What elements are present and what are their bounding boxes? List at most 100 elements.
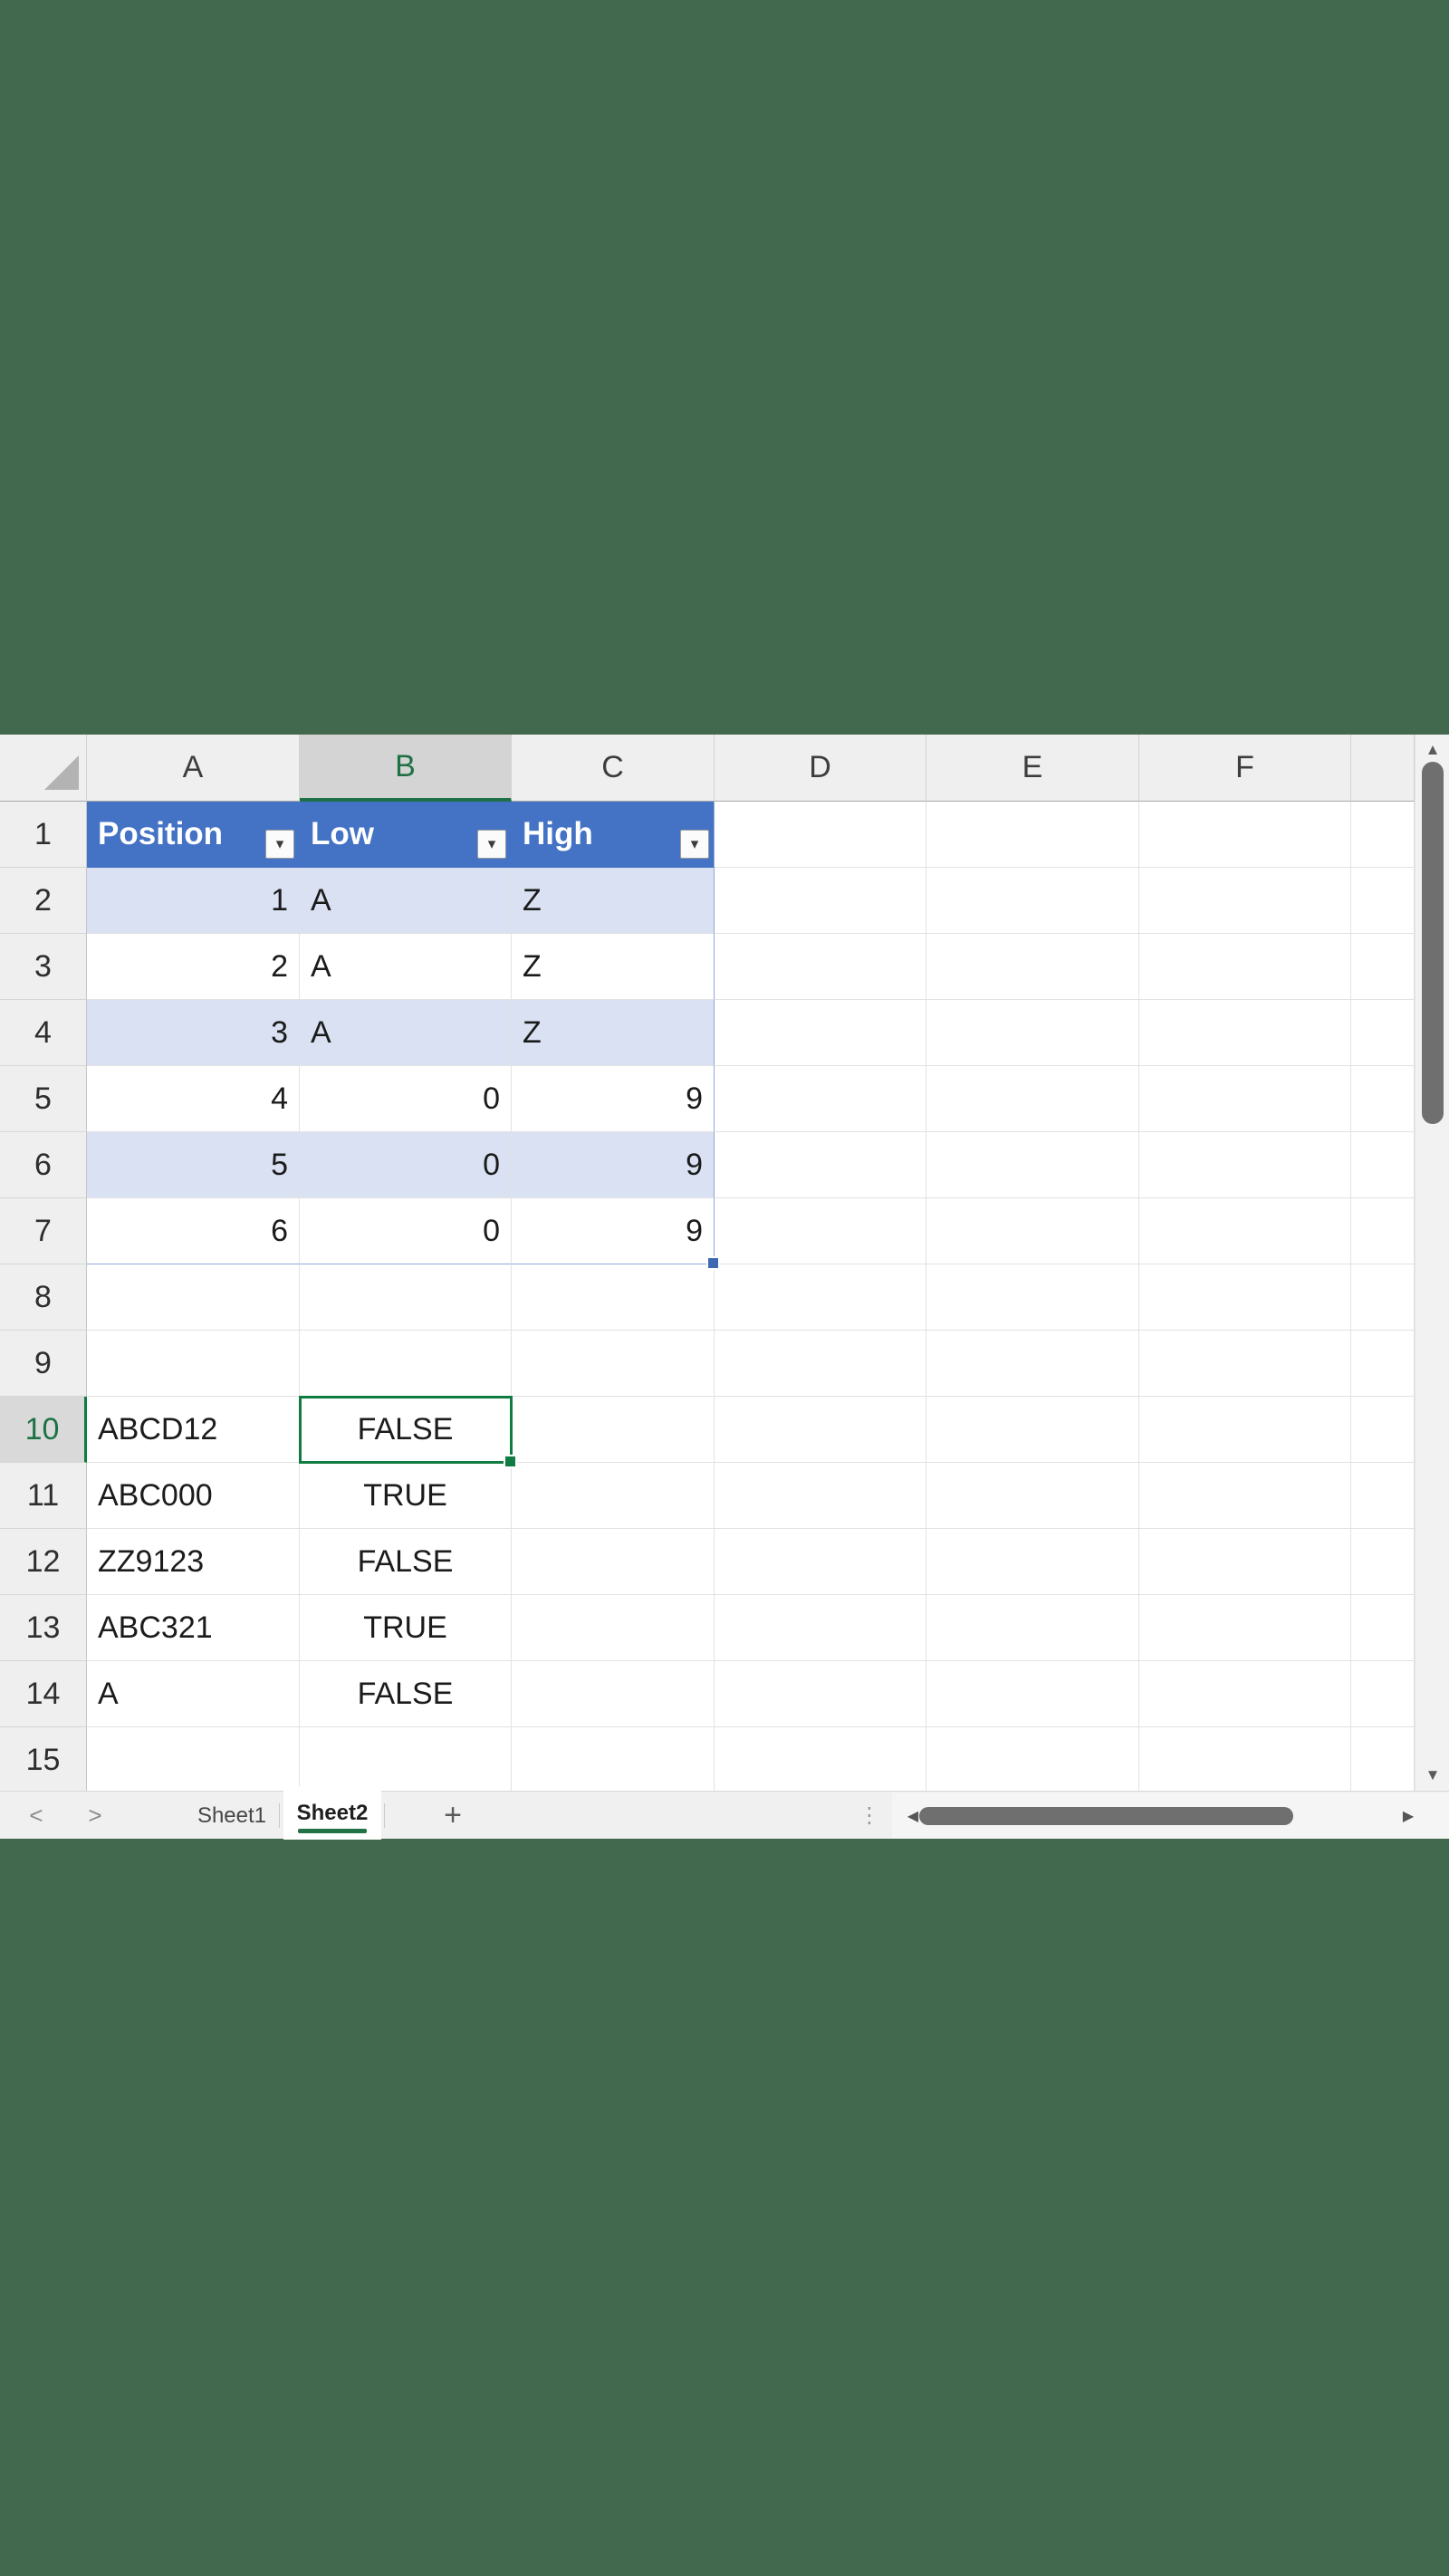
cell-e11[interactable] bbox=[926, 1463, 1139, 1529]
cell-e15[interactable] bbox=[926, 1727, 1139, 1791]
cell-d11[interactable] bbox=[715, 1463, 926, 1529]
cell-d5[interactable] bbox=[715, 1066, 926, 1132]
cell-e1[interactable] bbox=[926, 802, 1139, 868]
cell-f14[interactable] bbox=[1139, 1661, 1351, 1727]
cell-g3[interactable] bbox=[1351, 934, 1415, 1000]
cell-a5[interactable]: 4 bbox=[87, 1066, 300, 1132]
cell-g6[interactable] bbox=[1351, 1132, 1415, 1198]
scroll-right-icon[interactable]: ▶ bbox=[1402, 1809, 1415, 1824]
cell-e4[interactable] bbox=[926, 1000, 1139, 1066]
cell-f10[interactable] bbox=[1139, 1397, 1351, 1463]
cell-e5[interactable] bbox=[926, 1066, 1139, 1132]
cell-d13[interactable] bbox=[715, 1595, 926, 1661]
row-header-13[interactable]: 13 bbox=[0, 1595, 87, 1661]
cell-g15[interactable] bbox=[1351, 1727, 1415, 1791]
row-header-14[interactable]: 14 bbox=[0, 1661, 87, 1727]
cell-g5[interactable] bbox=[1351, 1066, 1415, 1132]
column-header-e[interactable]: E bbox=[926, 735, 1139, 802]
cell-f5[interactable] bbox=[1139, 1066, 1351, 1132]
cell-c3[interactable]: Z bbox=[512, 934, 715, 1000]
cell-b5[interactable]: 0 bbox=[300, 1066, 512, 1132]
cell-a9[interactable] bbox=[87, 1331, 300, 1397]
cell-g8[interactable] bbox=[1351, 1264, 1415, 1331]
row-header-10[interactable]: 10 bbox=[0, 1397, 87, 1463]
cell-c11[interactable] bbox=[512, 1463, 715, 1529]
cell-c9[interactable] bbox=[512, 1331, 715, 1397]
cell-e3[interactable] bbox=[926, 934, 1139, 1000]
cell-f9[interactable] bbox=[1139, 1331, 1351, 1397]
filter-button-position[interactable]: ▾ bbox=[265, 830, 294, 859]
cell-d6[interactable] bbox=[715, 1132, 926, 1198]
column-header-f[interactable]: F bbox=[1139, 735, 1351, 802]
cell-a7[interactable]: 6 bbox=[87, 1198, 300, 1264]
cell-c4[interactable]: Z bbox=[512, 1000, 715, 1066]
cell-d9[interactable] bbox=[715, 1331, 926, 1397]
cell-a6[interactable]: 5 bbox=[87, 1132, 300, 1198]
row-header-3[interactable]: 3 bbox=[0, 934, 87, 1000]
cell-c10[interactable] bbox=[512, 1397, 715, 1463]
row-header-6[interactable]: 6 bbox=[0, 1132, 87, 1198]
cell-b11[interactable]: TRUE bbox=[300, 1463, 512, 1529]
cell-g4[interactable] bbox=[1351, 1000, 1415, 1066]
column-header-b[interactable]: B bbox=[300, 735, 512, 802]
cell-d4[interactable] bbox=[715, 1000, 926, 1066]
cell-c8[interactable] bbox=[512, 1264, 715, 1331]
cell-b9[interactable] bbox=[300, 1331, 512, 1397]
cell-f15[interactable] bbox=[1139, 1727, 1351, 1791]
cell-a11[interactable]: ABC000 bbox=[87, 1463, 300, 1529]
row-header-7[interactable]: 7 bbox=[0, 1198, 87, 1264]
cell-e9[interactable] bbox=[926, 1331, 1139, 1397]
cell-b15[interactable] bbox=[300, 1727, 512, 1791]
cell-e13[interactable] bbox=[926, 1595, 1139, 1661]
cell-a8[interactable] bbox=[87, 1264, 300, 1331]
cell-e2[interactable] bbox=[926, 868, 1139, 934]
cell-c1[interactable]: High ▾ bbox=[512, 802, 715, 868]
cell-d14[interactable] bbox=[715, 1661, 926, 1727]
cell-b12[interactable]: FALSE bbox=[300, 1529, 512, 1595]
cell-a14[interactable]: A bbox=[87, 1661, 300, 1727]
cell-f6[interactable] bbox=[1139, 1132, 1351, 1198]
cell-d1[interactable] bbox=[715, 802, 926, 868]
cell-e12[interactable] bbox=[926, 1529, 1139, 1595]
cell-g12[interactable] bbox=[1351, 1529, 1415, 1595]
row-header-11[interactable]: 11 bbox=[0, 1463, 87, 1529]
vertical-scrollbar-thumb[interactable] bbox=[1422, 762, 1444, 1124]
cell-a4[interactable]: 3 bbox=[87, 1000, 300, 1066]
scroll-up-icon[interactable]: ▲ bbox=[1425, 741, 1441, 758]
cell-f3[interactable] bbox=[1139, 934, 1351, 1000]
cell-d8[interactable] bbox=[715, 1264, 926, 1331]
cell-f13[interactable] bbox=[1139, 1595, 1351, 1661]
cell-g7[interactable] bbox=[1351, 1198, 1415, 1264]
row-header-8[interactable]: 8 bbox=[0, 1264, 87, 1331]
cell-b8[interactable] bbox=[300, 1264, 512, 1331]
cell-d3[interactable] bbox=[715, 934, 926, 1000]
cell-f7[interactable] bbox=[1139, 1198, 1351, 1264]
cell-a13[interactable]: ABC321 bbox=[87, 1595, 300, 1661]
cell-d7[interactable] bbox=[715, 1198, 926, 1264]
row-header-2[interactable]: 2 bbox=[0, 868, 87, 934]
cell-a2[interactable]: 1 bbox=[87, 868, 300, 934]
cell-a15[interactable] bbox=[87, 1727, 300, 1791]
cell-e8[interactable] bbox=[926, 1264, 1139, 1331]
cell-b10-selected[interactable]: FALSE bbox=[299, 1396, 517, 1468]
select-all-corner[interactable] bbox=[0, 735, 87, 802]
cell-c14[interactable] bbox=[512, 1661, 715, 1727]
column-header-d[interactable]: D bbox=[715, 735, 926, 802]
cell-c15[interactable] bbox=[512, 1727, 715, 1791]
cell-f8[interactable] bbox=[1139, 1264, 1351, 1331]
cell-f2[interactable] bbox=[1139, 868, 1351, 934]
table-resize-handle[interactable] bbox=[706, 1256, 720, 1270]
tab-scroll-next-icon[interactable]: > bbox=[88, 1802, 102, 1829]
cell-f12[interactable] bbox=[1139, 1529, 1351, 1595]
cell-f1[interactable] bbox=[1139, 802, 1351, 868]
cell-c7[interactable]: 9 bbox=[512, 1198, 720, 1270]
tab-splitter-handle[interactable]: ⋮ bbox=[859, 1803, 880, 1828]
add-sheet-button[interactable]: + bbox=[444, 1798, 462, 1832]
cell-g2[interactable] bbox=[1351, 868, 1415, 934]
vertical-scrollbar[interactable]: ▲ ▼ bbox=[1415, 735, 1449, 1791]
cell-c5[interactable]: 9 bbox=[512, 1066, 715, 1132]
filter-button-low[interactable]: ▾ bbox=[477, 830, 506, 859]
cell-a10[interactable]: ABCD12 bbox=[87, 1397, 300, 1463]
cell-g11[interactable] bbox=[1351, 1463, 1415, 1529]
cell-e7[interactable] bbox=[926, 1198, 1139, 1264]
